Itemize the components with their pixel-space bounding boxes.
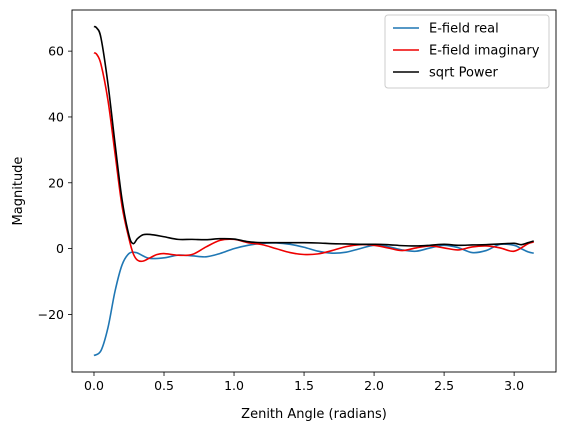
legend-label-real: E-field real bbox=[429, 22, 499, 37]
y-axis-label: Magnitude bbox=[11, 157, 26, 226]
y-tick-label: 0 bbox=[56, 241, 64, 256]
x-tick-label: 1.5 bbox=[294, 378, 314, 393]
x-tick-label: 2.0 bbox=[364, 378, 384, 393]
y-tick-label: 20 bbox=[48, 175, 64, 190]
legend-label-power: sqrt Power bbox=[429, 66, 499, 81]
x-tick-label: 2.5 bbox=[434, 378, 454, 393]
legend-label-imaginary: E-field imaginary bbox=[429, 44, 540, 59]
x-axis-label: Zenith Angle (radians) bbox=[241, 407, 387, 422]
x-tick-label: 0.5 bbox=[154, 378, 174, 393]
x-tick-label: 3.0 bbox=[504, 378, 524, 393]
y-tick-label: 60 bbox=[48, 44, 64, 59]
x-tick-label: 1.0 bbox=[224, 378, 244, 393]
legend: E-field real E-field imaginary sqrt Powe… bbox=[385, 15, 549, 88]
x-tick-label: 0.0 bbox=[84, 378, 104, 393]
y-tick-label: −20 bbox=[38, 307, 64, 322]
y-tick-label: 40 bbox=[48, 109, 64, 124]
